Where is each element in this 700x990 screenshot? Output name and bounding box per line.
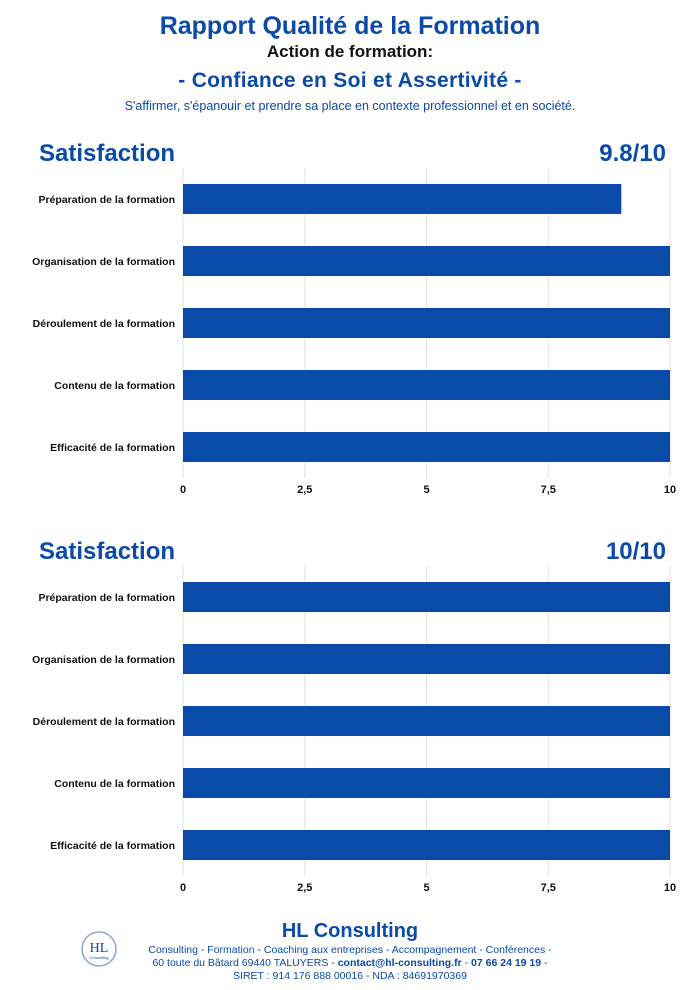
section-score: 9.8/10 xyxy=(599,140,666,167)
x-tick-label: 0 xyxy=(180,484,186,496)
logo-text: HL xyxy=(90,941,109,956)
bar xyxy=(183,184,622,214)
x-tick-label: 7,5 xyxy=(541,484,556,496)
x-tick-label: 5 xyxy=(423,882,429,894)
category-label: Déroulement de la formation xyxy=(33,716,175,728)
bar xyxy=(183,582,670,612)
hl-consulting-logo: HL Consulting xyxy=(81,931,117,967)
category-label: Organisation de la formation xyxy=(32,654,175,666)
footer-contact-line: 60 toute du Bâtard 69440 TALUYERS - cont… xyxy=(0,957,700,970)
bar xyxy=(183,644,670,674)
report-title: Rapport Qualité de la Formation xyxy=(159,12,541,40)
x-tick-label: 0 xyxy=(180,882,186,894)
x-tick-label: 10 xyxy=(664,484,676,496)
category-label: Contenu de la formation xyxy=(54,380,175,392)
footer-email[interactable]: contact@hl-consulting.fr xyxy=(337,957,462,969)
footer-end: - xyxy=(541,957,548,969)
course-title: - Confiance en Soi et Assertivité - xyxy=(178,69,522,92)
bar xyxy=(183,308,670,338)
category-label: Déroulement de la formation xyxy=(33,318,175,330)
bar xyxy=(183,370,670,400)
footer-separator: - xyxy=(461,957,472,969)
bar-chart-svg: 0 2,5 5 7,5 10 Préparation de la formation Org… xyxy=(32,566,676,894)
category-label: Préparation de la formation xyxy=(38,194,175,206)
section-title: Satisfaction xyxy=(39,538,176,565)
section-title: Satisfaction xyxy=(39,140,176,167)
bar xyxy=(183,246,670,276)
footer-phone[interactable]: 07 66 24 19 19 xyxy=(471,957,542,969)
category-label: Contenu de la formation xyxy=(54,778,175,790)
bar-chart-svg: 0 2,5 5 7,5 10 Préparation de la formation Org… xyxy=(32,168,676,496)
bar xyxy=(183,830,670,860)
x-tick-label: 7,5 xyxy=(541,882,556,894)
logo-small-text: Consulting xyxy=(90,955,109,960)
bar xyxy=(183,432,670,462)
x-tick-label: 10 xyxy=(664,882,676,894)
footer-address: 60 toute du Bâtard 69440 TALUYERS - xyxy=(152,957,338,969)
action-label: Action de formation: xyxy=(266,42,434,61)
x-tick-label: 2,5 xyxy=(297,484,312,496)
footer-brand: HL Consulting xyxy=(281,920,419,942)
satisfaction-chart-2: Satisfaction 10/10 0 2,5 5 7,5 10 Préparation… xyxy=(0,536,700,896)
section-score: 10/10 xyxy=(605,538,666,565)
footer-services: Consulting - Formation - Coaching aux en… xyxy=(148,944,552,956)
category-label: Préparation de la formation xyxy=(38,592,175,604)
satisfaction-chart-1: Satisfaction 9.8/10 0 2,5 5 7,5 10 Préparatio… xyxy=(0,138,700,498)
bar xyxy=(183,706,670,736)
report-header: Rapport Qualité de la Formation Action d… xyxy=(0,10,700,114)
category-label: Organisation de la formation xyxy=(32,256,175,268)
category-label: Efficacité de la formation xyxy=(50,840,175,852)
footer: HL Consulting Consulting - Formation - C… xyxy=(0,918,700,983)
x-tick-label: 2,5 xyxy=(297,882,312,894)
x-tick-label: 5 xyxy=(423,484,429,496)
course-subtitle: S'affirmer, s'épanouir et prendre sa pla… xyxy=(124,99,576,113)
bar xyxy=(183,768,670,798)
footer-legal: SIRET : 914 176 888 00016 - NDA : 846919… xyxy=(233,970,467,982)
category-label: Efficacité de la formation xyxy=(50,442,175,454)
